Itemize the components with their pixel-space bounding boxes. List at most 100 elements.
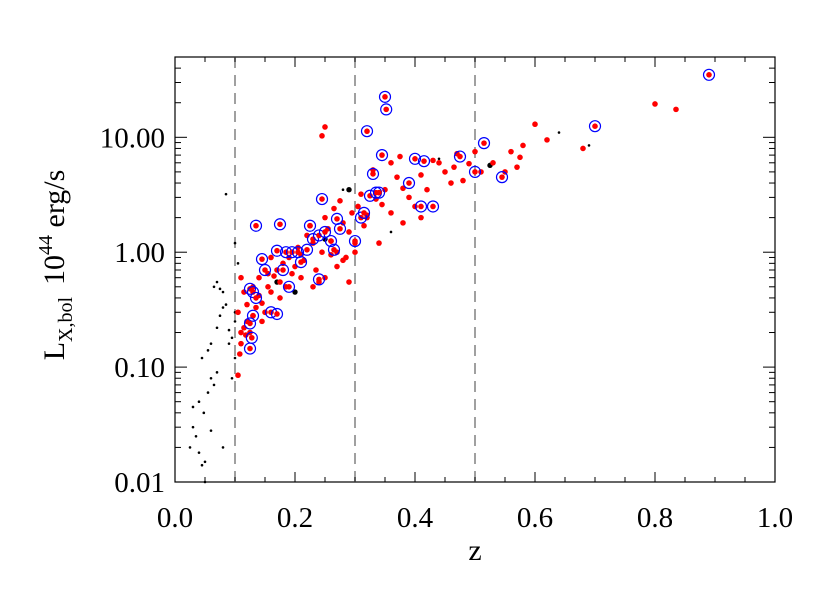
small-black-point xyxy=(212,383,216,387)
circle-marker xyxy=(702,68,716,81)
circled-point xyxy=(402,176,416,190)
circled-point xyxy=(363,189,377,202)
circle-marker xyxy=(363,189,377,202)
red-point xyxy=(237,351,243,357)
red-point xyxy=(313,267,319,273)
circled-point xyxy=(270,307,284,321)
small-black-point xyxy=(221,306,225,309)
circle-marker xyxy=(402,176,416,190)
circled-red-point xyxy=(376,189,382,196)
circled-red-point xyxy=(472,169,478,175)
circle-marker xyxy=(243,282,257,295)
circled-point xyxy=(312,273,326,286)
red-point xyxy=(532,121,538,128)
circle-marker xyxy=(318,225,332,239)
circle-marker xyxy=(380,103,393,116)
red-point xyxy=(355,203,361,210)
red-point xyxy=(268,254,274,261)
circled-red-point xyxy=(367,192,373,199)
circled-point xyxy=(276,263,290,277)
red-point xyxy=(235,372,241,379)
red-point xyxy=(406,194,412,201)
small-black-point xyxy=(224,303,228,306)
red-point xyxy=(277,295,283,301)
red-point xyxy=(346,279,352,285)
y-tick-label: 0.01 xyxy=(114,467,165,499)
circle-marker xyxy=(258,263,272,277)
circled-red-point xyxy=(499,174,505,180)
circled-point xyxy=(453,150,467,163)
y-tick-label: 10.00 xyxy=(100,122,165,154)
circled-point xyxy=(333,222,347,235)
circled-red-point xyxy=(379,152,385,158)
circled-point xyxy=(246,285,260,299)
x-axis-ticks: 0.0 0.2 0.4 0.6 0.8 1.0 xyxy=(157,57,793,534)
x-axis-title: z xyxy=(468,534,481,567)
circle-marker xyxy=(243,317,257,330)
circled-red-point xyxy=(295,249,301,256)
circle-marker xyxy=(324,234,338,248)
circled-red-point xyxy=(249,334,255,341)
circled-red-point xyxy=(331,246,337,253)
circled-red-point xyxy=(247,320,253,327)
red-point xyxy=(277,279,283,285)
red-point xyxy=(466,160,472,167)
red-point xyxy=(442,169,448,175)
small-black-point xyxy=(233,320,237,323)
circled-red-point xyxy=(259,256,265,262)
small-black-point xyxy=(194,434,198,438)
circled-point xyxy=(327,243,341,256)
circled-point xyxy=(246,309,260,322)
small-black-point xyxy=(197,400,201,403)
red-point xyxy=(337,198,343,204)
red-point xyxy=(430,157,436,164)
circled-red-point xyxy=(706,71,712,78)
circled-red-point xyxy=(253,222,259,229)
small-black-point xyxy=(212,285,216,289)
small-black-point xyxy=(218,314,222,318)
circled-red-point xyxy=(322,229,328,235)
small-black-point xyxy=(227,342,231,345)
red-point xyxy=(580,145,586,152)
red-point xyxy=(238,340,244,347)
circle-marker xyxy=(270,244,284,257)
circle-marker xyxy=(255,253,269,266)
circled-red-point xyxy=(277,221,283,228)
red-point xyxy=(388,210,394,216)
red-point xyxy=(238,329,244,336)
red-point xyxy=(271,273,277,279)
small-black-point xyxy=(200,356,204,360)
red-point xyxy=(418,214,424,221)
circled-red-point xyxy=(421,158,427,164)
red-point xyxy=(418,172,424,178)
circled-point xyxy=(258,263,272,277)
circle-marker xyxy=(249,291,263,305)
circled-red-point xyxy=(250,289,256,295)
red-point xyxy=(514,164,520,170)
circle-marker xyxy=(408,152,422,165)
circled-point xyxy=(249,219,263,232)
small-black-point xyxy=(389,230,393,234)
circle-marker xyxy=(276,263,290,277)
circled-red-point xyxy=(304,246,310,253)
red-point xyxy=(331,205,337,212)
circled-red-point xyxy=(418,203,424,210)
circle-marker xyxy=(246,309,260,322)
circle-marker xyxy=(378,90,392,103)
circle-marker xyxy=(495,171,509,184)
circle-marker xyxy=(477,137,491,150)
circled-point xyxy=(348,234,362,248)
circle-marker xyxy=(366,167,380,181)
red-point xyxy=(358,191,364,197)
y-axis-title-unit-rest: erg/s xyxy=(38,170,71,235)
red-point xyxy=(508,148,514,155)
red-point xyxy=(340,257,346,264)
circled-point xyxy=(270,244,284,257)
red-point xyxy=(361,222,367,229)
circled-red-point xyxy=(457,153,463,160)
circled-red-point xyxy=(247,345,253,352)
red-point xyxy=(322,214,328,221)
red-point xyxy=(652,101,658,107)
circled-point xyxy=(273,218,287,231)
